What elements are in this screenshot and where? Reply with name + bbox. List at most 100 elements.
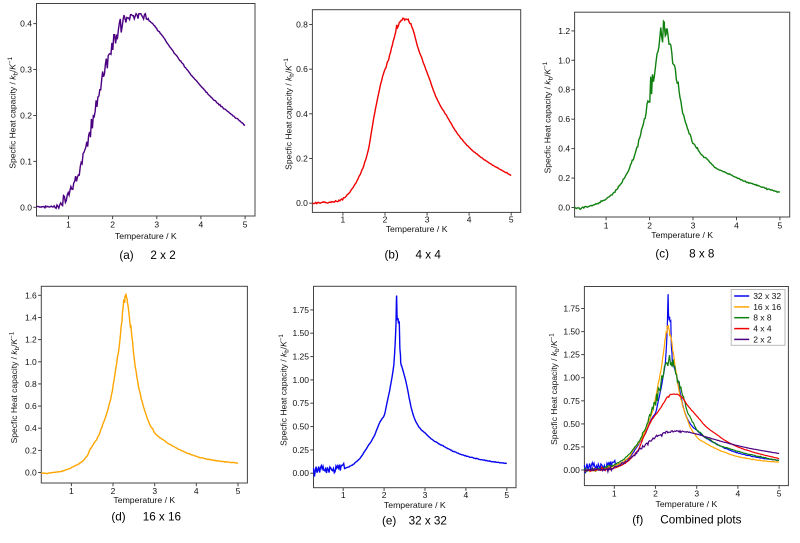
svg-text:(f): (f) [632, 514, 643, 527]
svg-text:8 x 8: 8 x 8 [753, 313, 772, 323]
svg-text:1.2: 1.2 [25, 335, 37, 345]
svg-text:0.25: 0.25 [563, 442, 580, 452]
svg-text:2: 2 [647, 221, 652, 231]
svg-text:0.0: 0.0 [25, 468, 37, 478]
svg-text:Specfic Heat capacity / kb/K−1: Specfic Heat capacity / kb/K−1 [283, 58, 295, 170]
svg-text:2: 2 [110, 220, 115, 230]
svg-text:0.8: 0.8 [558, 85, 570, 95]
svg-text:3: 3 [152, 486, 157, 496]
svg-text:Specfic Heat capacity / kb/K−1: Specfic Heat capacity / kb/K−1 [9, 331, 21, 443]
svg-text:2 x 2: 2 x 2 [753, 334, 772, 344]
svg-text:0.8: 0.8 [296, 20, 308, 30]
svg-text:4: 4 [464, 490, 469, 500]
svg-text:4 x 4: 4 x 4 [416, 248, 442, 261]
svg-text:1: 1 [341, 490, 346, 500]
svg-text:4: 4 [734, 221, 739, 231]
svg-text:(c): (c) [655, 248, 669, 261]
svg-text:3: 3 [154, 220, 159, 230]
svg-text:5: 5 [236, 486, 241, 496]
svg-text:0.4: 0.4 [25, 423, 37, 433]
svg-text:1: 1 [341, 215, 346, 225]
svg-text:0.2: 0.2 [25, 445, 37, 455]
svg-text:0.6: 0.6 [558, 114, 570, 124]
svg-text:(b): (b) [385, 248, 399, 261]
svg-text:Specfic Heat capacity / kb/K−1: Specfic Heat capacity / kb/K−1 [278, 334, 290, 446]
svg-text:32 x 32: 32 x 32 [753, 291, 781, 301]
svg-text:0.00: 0.00 [563, 465, 580, 475]
svg-text:0.50: 0.50 [292, 422, 309, 432]
svg-text:Combined plots: Combined plots [660, 514, 741, 527]
svg-text:4 x 4: 4 x 4 [753, 324, 772, 334]
svg-text:2 x 2: 2 x 2 [150, 249, 175, 262]
svg-text:5: 5 [504, 490, 509, 500]
svg-text:0.0: 0.0 [20, 202, 32, 212]
svg-text:1.2: 1.2 [558, 26, 570, 36]
svg-text:(e): (e) [382, 515, 396, 528]
svg-text:1.4: 1.4 [25, 313, 37, 323]
svg-text:0.3: 0.3 [20, 65, 32, 75]
svg-text:0.0: 0.0 [296, 198, 308, 208]
svg-text:5: 5 [777, 488, 782, 498]
svg-text:0.4: 0.4 [558, 144, 570, 154]
svg-text:Temperature / K: Temperature / K [115, 231, 177, 241]
svg-text:Temperature / K: Temperature / K [651, 230, 713, 240]
svg-text:1.25: 1.25 [292, 352, 309, 362]
svg-text:5: 5 [509, 215, 514, 225]
svg-text:0.75: 0.75 [292, 398, 309, 408]
svg-text:0.50: 0.50 [563, 419, 580, 429]
svg-text:16 x 16: 16 x 16 [753, 302, 781, 312]
svg-text:8 x 8: 8 x 8 [689, 248, 714, 261]
svg-text:3: 3 [425, 215, 430, 225]
svg-text:0.75: 0.75 [563, 396, 580, 406]
svg-text:1: 1 [604, 221, 609, 231]
svg-text:1.75: 1.75 [563, 304, 580, 314]
svg-text:3: 3 [694, 488, 699, 498]
svg-text:3: 3 [691, 221, 696, 231]
svg-text:2: 2 [382, 490, 387, 500]
svg-text:Temperature / K: Temperature / K [386, 224, 448, 234]
svg-text:0.6: 0.6 [25, 401, 37, 411]
svg-text:1.50: 1.50 [292, 328, 309, 338]
svg-text:4: 4 [199, 220, 204, 230]
svg-text:4: 4 [736, 488, 741, 498]
svg-text:1.75: 1.75 [292, 305, 309, 315]
svg-text:0.4: 0.4 [296, 109, 308, 119]
svg-text:Specfic Heat capacity / kb/K−1: Specfic Heat capacity / kb/K−1 [549, 333, 561, 445]
svg-text:0.25: 0.25 [292, 445, 309, 455]
svg-text:4: 4 [194, 486, 199, 496]
svg-text:0.2: 0.2 [296, 154, 308, 164]
svg-text:0.6: 0.6 [296, 64, 308, 74]
svg-text:(d): (d) [111, 510, 125, 523]
svg-text:Specfic Heat capacity / kb/K−1: Specfic Heat capacity / kb/K−1 [542, 61, 554, 173]
svg-text:2: 2 [653, 488, 658, 498]
svg-text:3: 3 [423, 490, 428, 500]
svg-text:1: 1 [66, 220, 71, 230]
svg-text:1: 1 [69, 486, 74, 496]
svg-text:2: 2 [383, 215, 388, 225]
svg-text:16 x 16: 16 x 16 [143, 510, 181, 523]
svg-text:5: 5 [243, 220, 248, 230]
svg-text:1.00: 1.00 [292, 375, 309, 385]
svg-text:1: 1 [612, 488, 617, 498]
svg-text:0.2: 0.2 [558, 173, 570, 183]
svg-text:Temperature / K: Temperature / K [113, 495, 175, 505]
svg-text:0.8: 0.8 [25, 379, 37, 389]
svg-text:(a): (a) [119, 249, 133, 262]
svg-text:0.2: 0.2 [20, 111, 32, 121]
svg-text:1.0: 1.0 [25, 357, 37, 367]
svg-text:1.50: 1.50 [563, 327, 580, 337]
svg-text:0.00: 0.00 [292, 468, 309, 478]
svg-text:Temperature / K: Temperature / K [655, 499, 717, 509]
svg-text:0.1: 0.1 [20, 156, 32, 166]
svg-text:1.00: 1.00 [563, 373, 580, 383]
svg-text:Specfic Heat capacity / kb/K−1: Specfic Heat capacity / kb/K−1 [7, 56, 19, 168]
svg-text:32 x 32: 32 x 32 [409, 515, 447, 528]
svg-text:1.0: 1.0 [558, 55, 570, 65]
svg-text:1.25: 1.25 [563, 350, 580, 360]
svg-text:0.0: 0.0 [558, 203, 570, 213]
svg-text:0.4: 0.4 [20, 19, 32, 29]
svg-text:2: 2 [111, 486, 116, 496]
svg-text:Temperature / K: Temperature / K [384, 500, 446, 510]
svg-text:1.6: 1.6 [25, 290, 37, 300]
svg-text:5: 5 [778, 221, 783, 231]
